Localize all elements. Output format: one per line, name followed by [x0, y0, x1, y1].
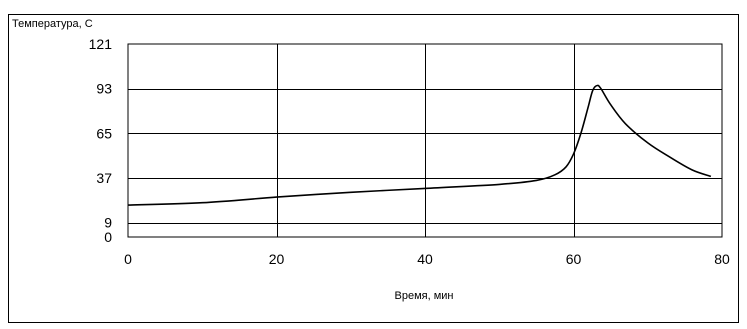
- y-tick-label: 93: [96, 81, 112, 97]
- grid: [128, 44, 722, 237]
- y-tick-label: 121: [89, 36, 113, 52]
- chart-frame: [8, 14, 739, 323]
- y-tick-label: 9: [104, 215, 112, 231]
- x-tick-label: 80: [714, 251, 730, 267]
- plot-area: [127, 43, 723, 238]
- y-tick-label: 0: [104, 229, 112, 245]
- y-tick-label: 65: [96, 125, 112, 141]
- x-axis-label: Время, мин: [395, 290, 454, 302]
- x-tick-label: 0: [124, 251, 132, 267]
- x-tick-label: 40: [417, 251, 433, 267]
- x-tick-label: 60: [566, 251, 582, 267]
- temperature-line: [127, 84, 712, 206]
- y-tick-label: 37: [96, 170, 112, 186]
- x-tick-label: 20: [269, 251, 285, 267]
- y-axis-label: Температура, С: [12, 18, 93, 30]
